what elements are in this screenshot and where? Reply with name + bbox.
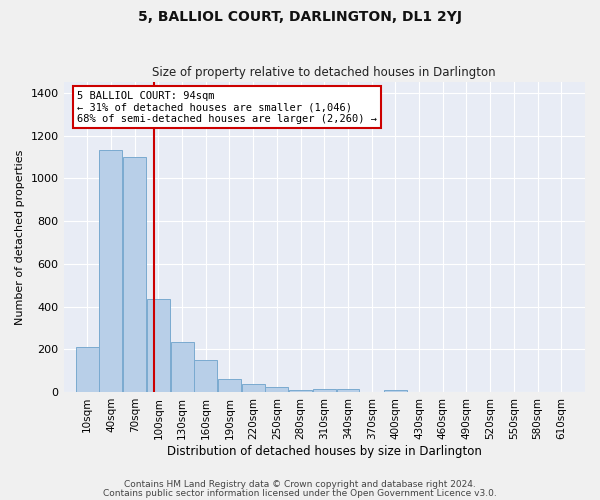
X-axis label: Distribution of detached houses by size in Darlington: Distribution of detached houses by size … xyxy=(167,444,482,458)
Bar xyxy=(265,386,289,392)
Bar xyxy=(218,380,241,392)
Text: Contains public sector information licensed under the Open Government Licence v3: Contains public sector information licen… xyxy=(103,489,497,498)
Y-axis label: Number of detached properties: Number of detached properties xyxy=(15,150,25,325)
Title: Size of property relative to detached houses in Darlington: Size of property relative to detached ho… xyxy=(152,66,496,80)
Text: 5, BALLIOL COURT, DARLINGTON, DL1 2YJ: 5, BALLIOL COURT, DARLINGTON, DL1 2YJ xyxy=(138,10,462,24)
Bar xyxy=(76,347,99,392)
Text: 5 BALLIOL COURT: 94sqm
← 31% of detached houses are smaller (1,046)
68% of semi-: 5 BALLIOL COURT: 94sqm ← 31% of detached… xyxy=(77,90,377,124)
Text: Contains HM Land Registry data © Crown copyright and database right 2024.: Contains HM Land Registry data © Crown c… xyxy=(124,480,476,489)
Bar xyxy=(242,384,265,392)
Bar xyxy=(147,299,170,392)
Bar xyxy=(194,360,217,392)
Bar xyxy=(313,389,336,392)
Bar xyxy=(123,157,146,392)
Bar xyxy=(100,150,122,392)
Bar xyxy=(337,389,359,392)
Bar xyxy=(289,390,312,392)
Bar xyxy=(170,342,194,392)
Bar xyxy=(384,390,407,392)
